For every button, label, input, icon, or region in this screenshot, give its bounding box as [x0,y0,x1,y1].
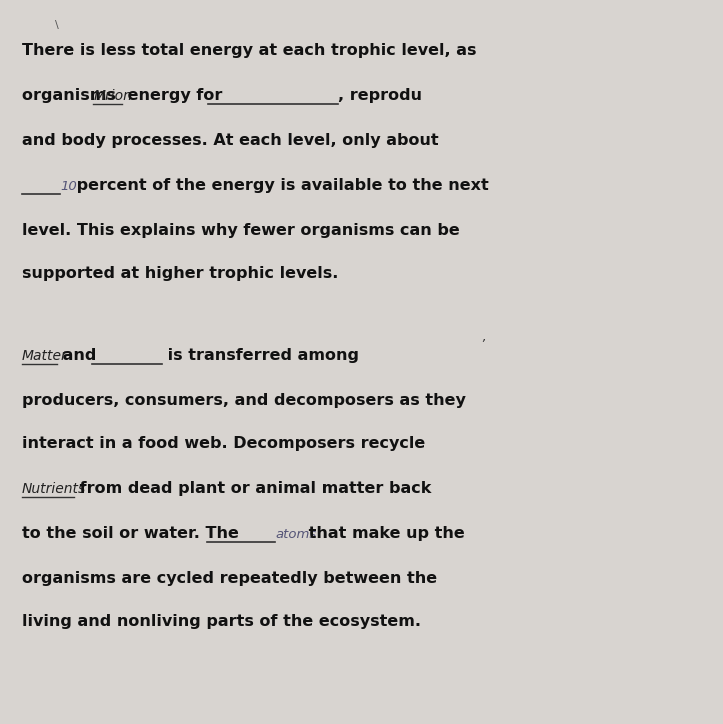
Text: Nutrients: Nutrients [22,482,86,496]
Text: ’: ’ [480,338,484,351]
Text: energy for: energy for [122,88,228,103]
Text: and: and [57,348,102,363]
Text: is transferred among: is transferred among [163,348,359,363]
Text: , reprodu: , reprodu [338,88,422,103]
Text: producers, consumers, and decomposers as they: producers, consumers, and decomposers as… [22,393,466,408]
Text: living and nonliving parts of the ecosystem.: living and nonliving parts of the ecosys… [22,614,421,629]
Text: from dead plant or animal matter back: from dead plant or animal matter back [74,481,432,496]
Text: interact in a food web. Decomposers recycle: interact in a food web. Decomposers recy… [22,436,425,451]
Text: supported at higher trophic levels.: supported at higher trophic levels. [22,266,338,281]
Text: level. This explains why fewer organisms can be: level. This explains why fewer organisms… [22,223,460,238]
Text: and body processes. At each level, only about: and body processes. At each level, only … [22,133,439,148]
Text: percent of the energy is available to the next: percent of the energy is available to th… [71,178,489,193]
Text: 10: 10 [60,180,77,193]
Text: that make up the: that make up the [303,526,465,541]
Text: atoms: atoms [275,528,317,541]
Text: Mrion: Mrion [93,89,132,103]
Text: Matter: Matter [22,349,68,363]
Text: \: \ [55,20,59,30]
Text: organisms are cycled repeatedly between the: organisms are cycled repeatedly between … [22,571,437,586]
Text: There is less total energy at each trophic level, as: There is less total energy at each troph… [22,43,476,58]
Text: organisms: organisms [22,88,121,103]
Text: to the soil or water. The: to the soil or water. The [22,526,244,541]
